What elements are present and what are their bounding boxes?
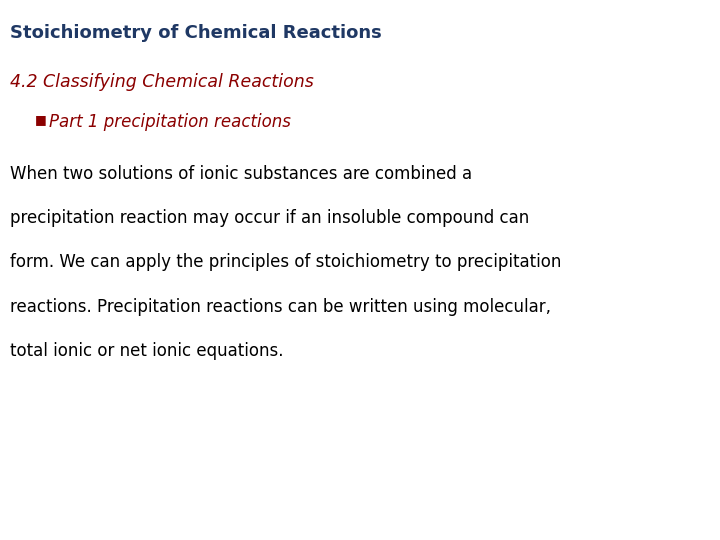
Text: Stoichiometry of Chemical Reactions: Stoichiometry of Chemical Reactions xyxy=(10,24,382,42)
Text: precipitation reaction may occur if an insoluble compound can: precipitation reaction may occur if an i… xyxy=(10,209,529,227)
Text: form. We can apply the principles of stoichiometry to precipitation: form. We can apply the principles of sto… xyxy=(10,253,562,271)
Text: Part 1 precipitation reactions: Part 1 precipitation reactions xyxy=(49,113,291,131)
Text: reactions. Precipitation reactions can be written using molecular,: reactions. Precipitation reactions can b… xyxy=(10,298,551,315)
Text: 4.2 Classifying Chemical Reactions: 4.2 Classifying Chemical Reactions xyxy=(10,73,314,91)
Text: total ionic or net ionic equations.: total ionic or net ionic equations. xyxy=(10,342,284,360)
Text: ■: ■ xyxy=(35,113,46,126)
Text: When two solutions of ionic substances are combined a: When two solutions of ionic substances a… xyxy=(10,165,472,183)
